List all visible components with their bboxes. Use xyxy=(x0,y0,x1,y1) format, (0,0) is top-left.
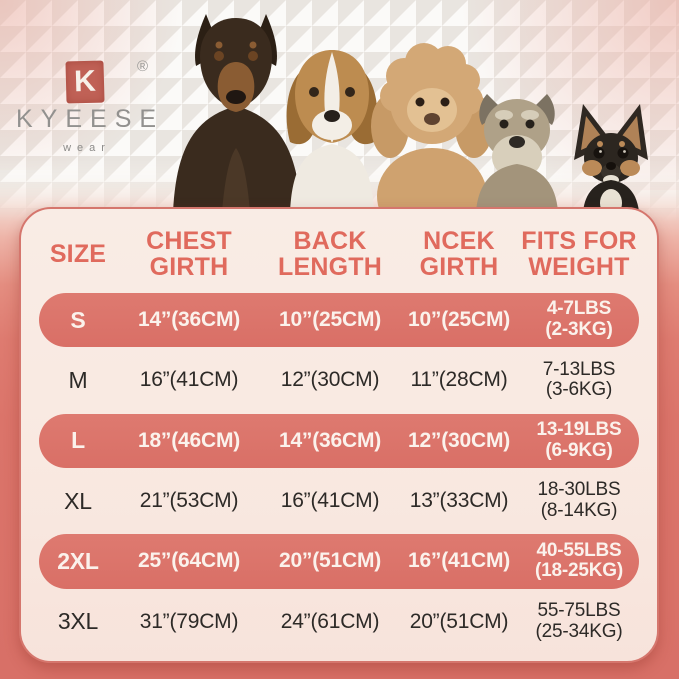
chest-girth-cell: 21”(53CM) xyxy=(139,489,239,513)
size-chart-card: SIZE CHEST GIRTH BACK LENGTH NCEK GIRTH FITS… xyxy=(19,207,659,663)
back-length-cell: 14”(36CM) xyxy=(278,428,382,452)
weight-line: (25-34KG) xyxy=(535,620,623,642)
table-row-m: M 16”(41CM) 12”(30CM) 11”(28CM) 7-13LBS (3-6K… xyxy=(39,353,639,407)
back-length-cell: 24”(61CM) xyxy=(280,609,380,633)
dog-doberman xyxy=(173,14,301,212)
brand-logo-mark: K xyxy=(65,60,105,104)
table-header-row: SIZE CHEST GIRTH BACK LENGTH NCEK GIRTH FITS… xyxy=(39,215,639,293)
weight-line: (18-25KG) xyxy=(535,560,623,582)
registered-trademark-icon: ® xyxy=(137,58,149,75)
weight-line: (2-3KG) xyxy=(545,319,613,341)
weight-line: (6-9KG) xyxy=(545,439,613,461)
weight-line: 7-13LBS xyxy=(542,358,616,380)
table-row-l: L 18”(46CM) 14”(36CM) 12”(30CM) 13-19LBS (6-9… xyxy=(39,413,639,468)
column-header-back: BACK LENGTH xyxy=(278,226,382,281)
size-cell: 2XL xyxy=(57,547,99,574)
back-length-cell: 16”(41CM) xyxy=(280,489,380,513)
back-length-cell: 10”(25CM) xyxy=(278,308,382,332)
chest-girth-cell: 16”(41CM) xyxy=(139,368,239,392)
weight-cell: 40-55LBS (18-25KG) xyxy=(519,539,639,583)
neck-girth-cell: 16”(41CM) xyxy=(407,549,511,573)
size-cell: M xyxy=(68,366,88,393)
dog-schnauzer xyxy=(476,94,558,212)
column-header-weight: FITS FOR WEIGHT xyxy=(521,226,637,281)
weight-line: 18-30LBS xyxy=(537,479,621,501)
weight-cell: 13-19LBS (6-9KG) xyxy=(519,418,639,462)
dog-beagle xyxy=(286,50,378,212)
chest-girth-cell: 14”(36CM) xyxy=(137,308,241,332)
size-cell: 3XL xyxy=(57,608,99,635)
back-length-cell: 12”(30CM) xyxy=(280,368,380,392)
brand-logo-letter: K xyxy=(73,64,97,99)
neck-girth-cell: 11”(28CM) xyxy=(410,368,508,392)
chest-girth-cell: 25”(64CM) xyxy=(137,549,241,573)
weight-line: 4-7LBS xyxy=(546,298,612,320)
neck-girth-cell: 13”(33CM) xyxy=(409,489,509,513)
table-row-xl: XL 21”(53CM) 16”(41CM) 13”(33CM) 18-30LBS (8-… xyxy=(39,474,639,528)
neck-girth-cell: 10”(25CM) xyxy=(407,308,511,332)
neck-girth-cell: 12”(30CM) xyxy=(407,428,511,452)
weight-cell: 55-75LBS (25-34KG) xyxy=(519,599,639,643)
neck-girth-cell: 20”(51CM) xyxy=(409,609,509,633)
dog-chihuahua xyxy=(574,104,648,212)
weight-line: (3-6KG) xyxy=(545,379,613,401)
brand-tagline: wear xyxy=(63,142,111,154)
size-cell: S xyxy=(70,306,86,333)
chest-girth-cell: 18”(46CM) xyxy=(137,428,241,452)
table-row-2xl: 2XL 25”(64CM) 20”(51CM) 16”(41CM) 40-55LBS (1… xyxy=(39,534,639,589)
weight-line: 40-55LBS xyxy=(536,539,622,561)
brand-name: KYEESE xyxy=(16,105,165,133)
table-body: S 14”(36CM) 10”(25CM) 10”(25CM) 4-7LBS (2-3KG… xyxy=(35,293,643,649)
table-row-s: S 14”(36CM) 10”(25CM) 10”(25CM) 4-7LBS (2-3KG… xyxy=(39,293,639,348)
column-header-neck: NCEK GIRTH xyxy=(419,226,499,281)
chest-girth-cell: 31”(79CM) xyxy=(139,609,239,633)
weight-line: (8-14KG) xyxy=(540,500,618,522)
column-header-size: SIZE xyxy=(49,239,107,268)
dog-poodle xyxy=(371,43,493,212)
weight-line: 55-75LBS xyxy=(537,599,621,621)
size-cell: XL xyxy=(64,487,92,514)
weight-cell: 7-13LBS (3-6KG) xyxy=(519,358,639,402)
size-cell: L xyxy=(71,427,85,454)
weight-cell: 4-7LBS (2-3KG) xyxy=(519,298,639,341)
weight-line: 13-19LBS xyxy=(536,418,622,440)
table-row-3xl: 3XL 31”(79CM) 24”(61CM) 20”(51CM) 55-75LBS (2… xyxy=(39,595,639,649)
weight-cell: 18-30LBS (8-14KG) xyxy=(519,479,639,522)
back-length-cell: 20”(51CM) xyxy=(278,549,382,573)
column-header-chest: CHEST GIRTH xyxy=(146,226,232,281)
